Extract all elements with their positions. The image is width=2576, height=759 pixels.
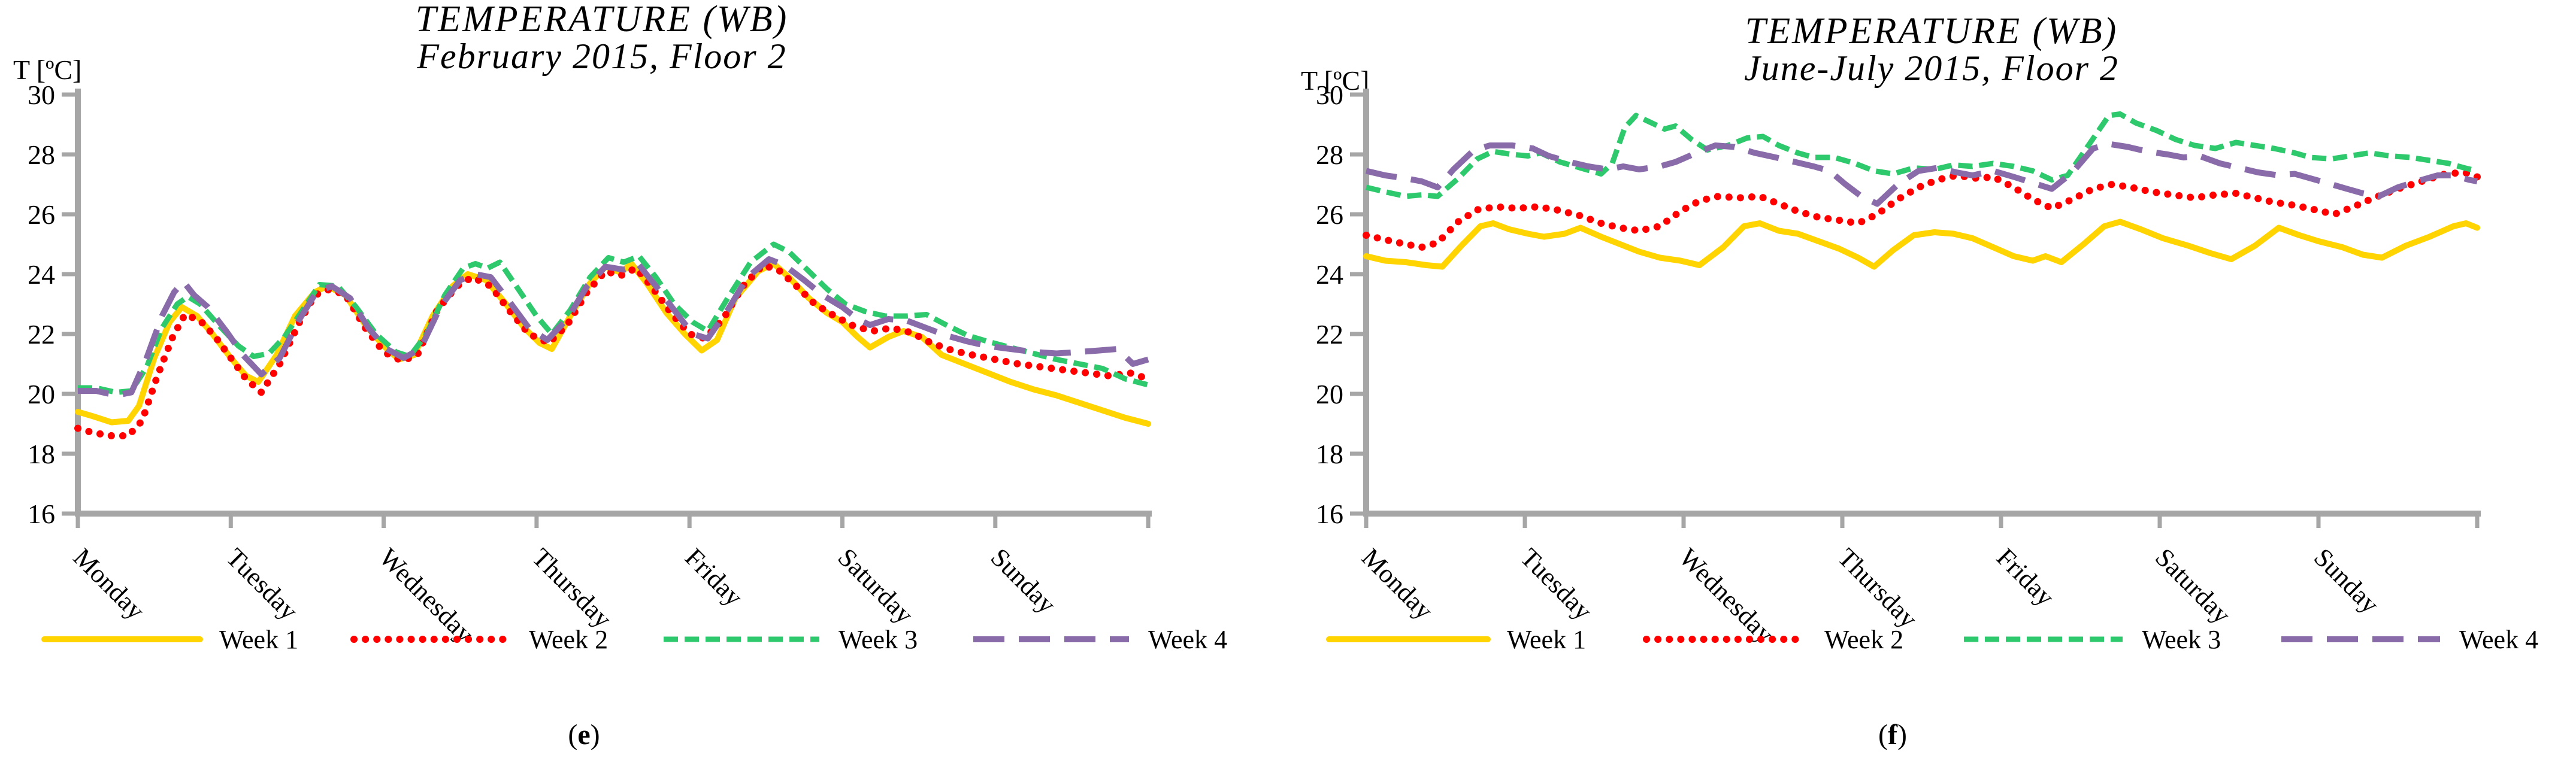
x-day-label: Wednesday: [374, 542, 480, 648]
x-day-label: Friday: [679, 542, 749, 612]
chart-title: TEMPERATURE (WB): [1745, 11, 2118, 51]
legend-item-week-2: Week 2: [1643, 625, 1903, 654]
x-day-label: Monday: [68, 542, 150, 625]
y-tick-label: 28: [1316, 139, 1343, 170]
legend-label: Week 3: [2142, 625, 2221, 654]
axes: [1350, 89, 2481, 528]
x-day-label: Saturday: [832, 542, 919, 629]
x-day-label: Tuesday: [1515, 542, 1598, 626]
y-tick-labels: 30 28 26 24 22 20 18 16: [28, 80, 55, 529]
series-line-week-1: [1363, 218, 2480, 270]
chart-february-2015-floor2: TEMPERATURE (WB) February 2015, Floor 2 …: [13, 0, 1227, 751]
legend-item-week-4: Week 4: [2281, 625, 2538, 654]
legend-item-week-1: Week 1: [1326, 625, 1586, 654]
series-line-week-4: [78, 256, 1149, 399]
y-tick-label: 30: [28, 80, 55, 110]
x-day-label: Thursday: [1832, 542, 1923, 633]
y-tick-labels: 30 28 26 24 22 20 18 16: [1316, 80, 1343, 529]
y-tick-label: 16: [1316, 499, 1343, 529]
x-day-label: Monday: [1356, 542, 1439, 625]
y-tick-label: 24: [28, 259, 55, 290]
y-tick-label: 26: [1316, 199, 1343, 230]
legend-label: Week 2: [529, 625, 608, 654]
axes: [62, 89, 1152, 528]
x-day-label: Saturday: [2150, 542, 2236, 629]
chart-subtitle: February 2015, Floor 2: [416, 37, 786, 76]
legend-item-week-2: Week 2: [350, 625, 608, 654]
legend-label: Week 2: [1824, 625, 1903, 654]
y-tick-label: 18: [1316, 439, 1343, 469]
legend-label: Week 4: [1148, 625, 1227, 654]
y-axis-title: T [ºC]: [13, 54, 81, 85]
y-tick-label: 30: [1316, 80, 1343, 110]
series-line-week-4: [1365, 141, 2478, 207]
chart-title: TEMPERATURE (WB): [416, 0, 789, 40]
legend: Week 1 Week 2 Week 3 Week 4: [1326, 625, 2538, 654]
legend-label: Week 1: [219, 625, 298, 654]
x-day-label: Thursday: [526, 542, 617, 633]
y-tick-label: 28: [28, 139, 55, 170]
series-lines: [74, 241, 1152, 439]
y-tick-label: 26: [28, 199, 55, 230]
x-day-label: Sunday: [2308, 542, 2385, 619]
caption-paren-open: (: [568, 719, 577, 751]
legend-item-week-1: Week 1: [41, 625, 298, 654]
y-tick-label: 20: [28, 379, 55, 409]
caption-e: (e): [568, 719, 600, 751]
legend-item-week-3: Week 3: [664, 625, 918, 654]
x-day-label: Friday: [1991, 542, 2060, 612]
caption-letter: e: [577, 719, 590, 751]
caption-letter: f: [1888, 719, 1898, 751]
caption-paren-close: ): [591, 719, 600, 751]
legend-item-week-4: Week 4: [973, 625, 1227, 654]
chart-june-july-2015-floor2: TEMPERATURE (WB) June-July 2015, Floor 2…: [1301, 11, 2538, 751]
x-day-label: Tuesday: [220, 542, 304, 626]
x-day-label: Wednesday: [1673, 542, 1779, 648]
y-axis-title: T [ºC]: [1301, 65, 1369, 96]
caption-f: (f): [1878, 719, 1907, 751]
legend: Week 1 Week 2 Week 3 Week 4: [41, 625, 1227, 654]
legend-label: Week 1: [1507, 625, 1586, 654]
y-tick-label: 24: [1316, 259, 1343, 290]
caption-paren-close: ): [1897, 719, 1907, 751]
legend-label: Week 4: [2459, 625, 2538, 654]
legend-item-week-3: Week 3: [1964, 625, 2221, 654]
chart-subtitle: June-July 2015, Floor 2: [1744, 48, 2119, 88]
y-tick-label: 18: [28, 439, 55, 469]
series-lines: [1363, 111, 2481, 270]
legend-label: Week 3: [839, 625, 918, 654]
y-tick-label: 20: [1316, 379, 1343, 409]
series-line-week-2: [74, 262, 1152, 439]
y-tick-label: 22: [1316, 319, 1343, 350]
caption-paren-open: (: [1878, 719, 1888, 751]
y-tick-label: 22: [28, 319, 55, 350]
x-day-label: Sunday: [985, 542, 1062, 619]
series-line-week-2: [1363, 169, 2481, 251]
y-tick-label: 16: [28, 499, 55, 529]
